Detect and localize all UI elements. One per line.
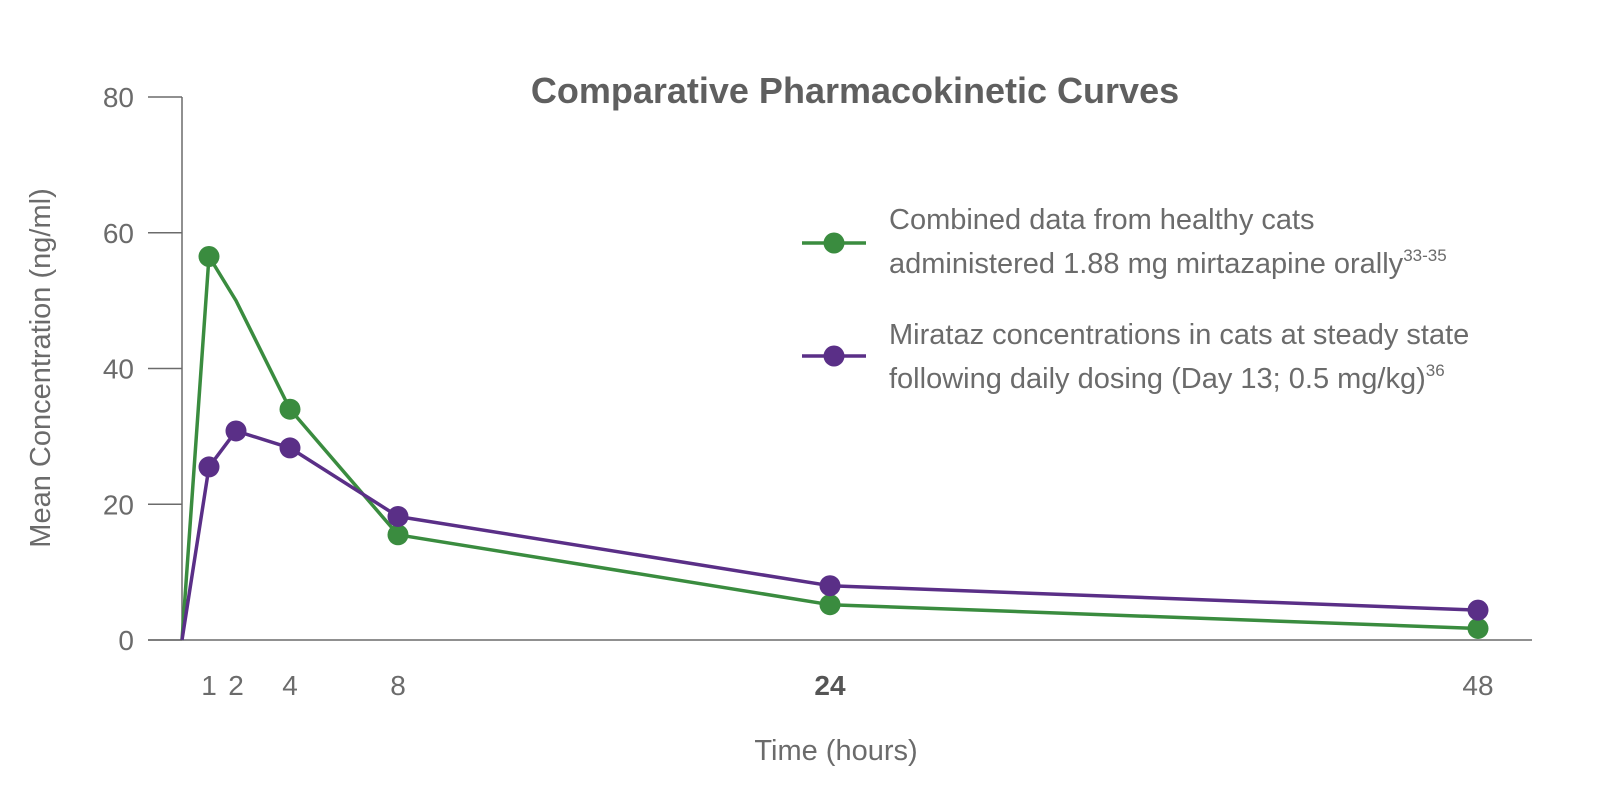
data-point [279, 398, 301, 420]
legend-item: Mirataz concentrations in cats at steady… [802, 319, 1469, 395]
chart-title: Comparative Pharmacokinetic Curves [531, 70, 1179, 111]
x-axis-label: Time (hours) [754, 735, 917, 767]
legend: Combined data from healthy cats administe… [802, 204, 1469, 395]
data-point [1467, 617, 1489, 639]
data-point [225, 420, 247, 442]
legend-label-line1: Combined data from healthy cats [889, 204, 1315, 236]
y-tick-label: 80 [103, 82, 134, 113]
legend-swatch-marker [823, 345, 845, 367]
series-2 [180, 420, 1489, 641]
legend-label-line2: administered 1.88 mg mirtazapine orally3… [889, 246, 1447, 280]
data-point [279, 437, 301, 459]
data-point [198, 456, 220, 478]
legend-reference-superscript: 36 [1426, 361, 1445, 380]
y-tick-label: 0 [118, 625, 134, 656]
y-tick-label: 20 [103, 489, 134, 520]
x-tick-label: 2 [228, 670, 244, 701]
y-axis-label: Mean Concentration (ng/ml) [25, 188, 57, 547]
y-axis-ticks: 0 20 40 60 80 [103, 82, 182, 656]
legend-label-line1: Mirataz concentrations in cats at steady… [889, 319, 1469, 351]
data-point [387, 524, 409, 546]
y-tick-label: 40 [103, 354, 134, 385]
x-tick-label: 8 [390, 670, 406, 701]
x-tick-label: 24 [814, 670, 846, 701]
data-point [198, 246, 220, 268]
legend-reference-superscript: 33-35 [1403, 246, 1446, 265]
data-point [819, 575, 841, 597]
legend-label-line2: following daily dosing (Day 13; 0.5 mg/k… [889, 361, 1445, 395]
series-1 [180, 246, 1489, 641]
data-point [387, 505, 409, 527]
x-tick-label: 4 [282, 670, 298, 701]
series-layer [180, 246, 1489, 641]
legend-item: Combined data from healthy cats administe… [802, 204, 1447, 280]
x-axis-ticks: 1 2 4 8 24 48 [201, 670, 1493, 701]
x-tick-label: 1 [201, 670, 217, 701]
x-tick-label: 48 [1462, 670, 1493, 701]
data-point [1467, 599, 1489, 621]
data-point [819, 594, 841, 616]
y-tick-label: 60 [103, 218, 134, 249]
legend-swatch-marker [823, 232, 845, 254]
